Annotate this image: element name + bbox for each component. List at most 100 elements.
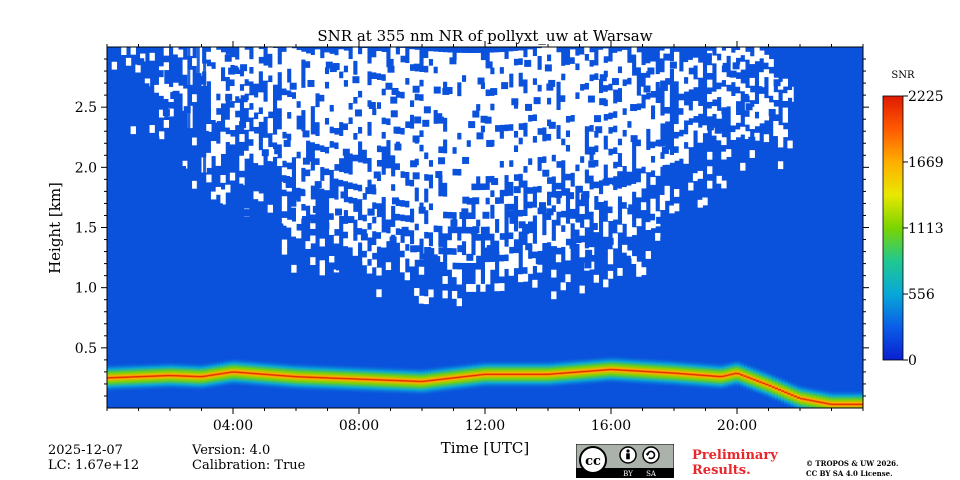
low-snr-cell (565, 122, 571, 131)
layer-segment (592, 356, 596, 386)
low-snr-cell (248, 109, 255, 118)
low-snr-cell (366, 106, 373, 115)
low-snr-cell (555, 110, 562, 118)
low-snr-cell (527, 172, 533, 180)
snr-speckle (154, 172, 162, 180)
low-snr-cell (655, 117, 661, 126)
low-snr-cell (390, 147, 396, 156)
low-snr-cell (215, 158, 221, 166)
low-snr-cell (607, 162, 614, 171)
snr-speckle (472, 226, 480, 234)
snr-speckle (385, 82, 393, 90)
low-snr-cell (598, 143, 604, 152)
low-snr-cell (631, 183, 637, 192)
low-snr-cell (206, 73, 212, 82)
low-snr-cell (428, 137, 434, 146)
layer-segment (125, 362, 130, 392)
snr-speckle (466, 253, 474, 261)
low-snr-cell (125, 57, 132, 66)
low-snr-cell (607, 75, 614, 84)
low-snr-cell (158, 80, 165, 89)
low-snr-cell (541, 47, 548, 56)
low-snr-cell (565, 137, 571, 145)
low-snr-cell (532, 121, 538, 129)
low-snr-cell (409, 135, 415, 144)
low-snr-cell (749, 150, 755, 158)
low-snr-cell (210, 141, 217, 149)
low-snr-cell (215, 186, 221, 195)
low-snr-cell (470, 139, 477, 148)
low-snr-cell (352, 47, 359, 54)
low-snr-cell (560, 239, 566, 247)
low-snr-cell (357, 191, 363, 200)
low-snr-cell (650, 61, 656, 70)
low-snr-cell (451, 74, 458, 83)
low-snr-cell (404, 135, 410, 144)
low-snr-cell (579, 177, 585, 186)
low-snr-cell (409, 128, 415, 137)
low-snr-cell (466, 81, 472, 90)
low-snr-cell (622, 187, 628, 195)
low-snr-cell (371, 158, 377, 167)
low-snr-cell (182, 95, 188, 104)
low-snr-cell (262, 101, 269, 110)
layer-segment (733, 359, 738, 388)
low-snr-cell (485, 240, 491, 249)
low-snr-cell (678, 78, 685, 87)
layer-segment (340, 364, 344, 393)
layer-segment (658, 357, 662, 387)
low-snr-cell (366, 142, 373, 151)
snr-speckle (135, 211, 143, 219)
low-snr-cell (518, 166, 524, 174)
snr-speckle (418, 206, 426, 214)
low-snr-cell (376, 79, 382, 88)
low-snr-cell (258, 150, 264, 158)
low-snr-cell (376, 238, 382, 247)
low-snr-cell (546, 154, 552, 163)
snr-speckle (599, 98, 607, 106)
low-snr-cell (598, 93, 604, 101)
low-snr-cell (480, 197, 486, 206)
low-snr-cell (296, 86, 302, 94)
low-snr-cell (536, 228, 543, 237)
snr-speckle (243, 209, 251, 217)
low-snr-cell (314, 136, 321, 144)
low-snr-cell (579, 148, 585, 157)
low-snr-cell (551, 74, 557, 83)
low-snr-cell (423, 72, 429, 81)
low-snr-cell (300, 138, 307, 147)
low-snr-cell (711, 55, 718, 64)
layer-segment (730, 359, 735, 389)
layer-segment (412, 366, 417, 396)
low-snr-cell (655, 74, 661, 82)
snr-speckle (352, 76, 360, 84)
low-snr-cell (494, 189, 500, 198)
low-snr-cell (480, 153, 486, 162)
low-snr-cell (588, 131, 595, 140)
low-snr-cell (636, 117, 642, 126)
low-snr-cell (622, 208, 628, 217)
layer-segment (771, 372, 776, 402)
low-snr-cell (314, 78, 321, 87)
low-snr-cell (229, 57, 236, 66)
snr-speckle (264, 161, 272, 169)
snr-speckle (584, 261, 592, 269)
low-snr-cell (466, 67, 472, 76)
low-snr-cell (371, 194, 377, 203)
low-snr-cell (229, 114, 236, 123)
low-snr-cell (622, 158, 628, 167)
low-snr-cell (310, 170, 316, 179)
layer-segment (160, 361, 165, 391)
snr-speckle (355, 261, 363, 269)
low-snr-cell (773, 128, 779, 137)
low-snr-cell (555, 73, 562, 82)
low-snr-cell (381, 59, 387, 68)
low-snr-cell (744, 131, 751, 140)
snr-speckle (507, 203, 515, 211)
low-snr-cell (362, 134, 368, 143)
low-snr-cell (617, 109, 623, 117)
low-snr-cell (395, 133, 401, 142)
low-snr-cell (296, 201, 302, 210)
low-snr-cell (565, 245, 571, 254)
snr-streak (196, 47, 200, 408)
